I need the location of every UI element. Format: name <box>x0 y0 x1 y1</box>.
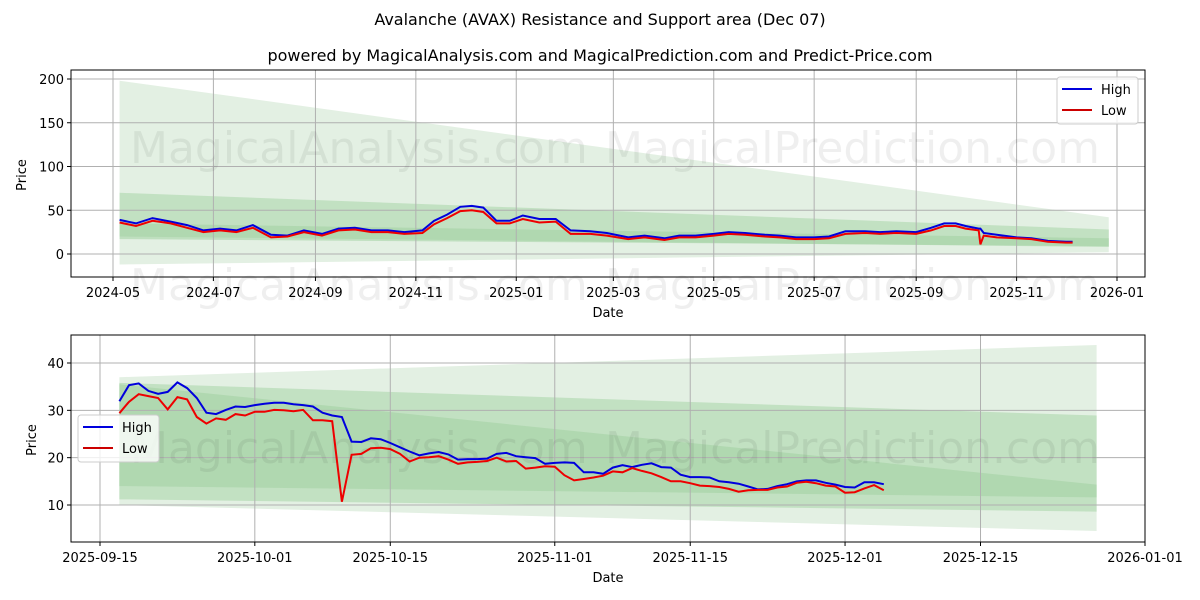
legend-high-label: High <box>122 421 152 436</box>
chart-subtitle: powered by MagicalAnalysis.com and Magic… <box>267 46 933 65</box>
top-chart-ticks: 0 50 100 150 200 2024-05 2024-07 2024-09 2024-11… <box>39 73 1144 301</box>
watermark-text: MagicalAnalysis.com <box>130 123 588 174</box>
x-tick-label: 2025-12-01 <box>807 551 883 566</box>
y-tick-label: 20 <box>47 452 64 467</box>
bottom-x-axis-label: Date <box>592 571 623 586</box>
top-chart-frame <box>70 69 1146 278</box>
x-tick-label: 2025-12-15 <box>943 551 1019 566</box>
x-tick-label: 2025-05 <box>687 286 741 301</box>
legend-low-label: Low <box>1101 104 1127 119</box>
x-tick-label: 2024-11 <box>389 286 443 301</box>
bottom-legend: High Low <box>77 414 160 463</box>
bottom-chart-ticks: 10 20 30 40 2025-09-15 2025-10-01 2025-10-15 20… <box>47 357 1182 566</box>
x-tick-label: 2025-09-15 <box>62 551 138 566</box>
bottom-chart-frame <box>70 334 1146 543</box>
y-tick-label: 0 <box>56 248 64 263</box>
top-chart: MagicalAnalysis.com MagicalPrediction.co… <box>15 69 1146 321</box>
legend-low-label: Low <box>122 442 148 457</box>
top-legend: High Low <box>1056 76 1139 125</box>
y-tick-label: 30 <box>47 404 64 419</box>
y-tick-label: 50 <box>47 204 64 219</box>
y-tick-label: 100 <box>39 161 64 176</box>
x-tick-label: 2025-10-15 <box>352 551 428 566</box>
x-tick-label: 2025-01 <box>489 286 543 301</box>
x-tick-label: 2025-11-01 <box>517 551 593 566</box>
bottom-chart-bands <box>119 345 1097 532</box>
x-tick-label: 2025-09 <box>889 286 943 301</box>
x-tick-label: 2026-01-01 <box>1107 551 1183 566</box>
bottom-chart: MagicalAnalysis.com MagicalPrediction.co… <box>25 334 1183 586</box>
x-tick-label: 2025-03 <box>586 286 640 301</box>
x-tick-label: 2024-09 <box>288 286 342 301</box>
x-tick-label: 2025-11-15 <box>652 551 728 566</box>
bottom-high-line <box>118 381 884 491</box>
x-tick-label: 2026-01 <box>1090 286 1144 301</box>
band-core <box>119 384 1097 498</box>
legend-high-label: High <box>1101 83 1131 98</box>
bottom-low-line <box>118 393 885 502</box>
watermark-text: MagicalPrediction.com <box>605 123 1100 174</box>
x-tick-label: 2025-07 <box>787 286 841 301</box>
watermark-text: MagicalAnalysis.com <box>130 260 588 311</box>
watermark-text: MagicalPrediction.com <box>605 260 1100 311</box>
top-chart-grid <box>71 70 1145 277</box>
y-tick-label: 200 <box>39 73 64 88</box>
y-tick-label: 40 <box>47 357 64 372</box>
top-x-axis-label: Date <box>592 306 623 321</box>
x-tick-label: 2025-11 <box>989 286 1043 301</box>
x-tick-label: 2024-05 <box>86 286 140 301</box>
x-tick-label: 2025-10-01 <box>217 551 293 566</box>
top-y-axis-label: Price <box>15 159 30 191</box>
watermark-text: MagicalAnalysis.com <box>130 423 588 474</box>
watermark-text: MagicalPrediction.com <box>605 423 1100 474</box>
top-low-line <box>119 209 1073 245</box>
chart-title: Avalanche (AVAX) Resistance and Support … <box>374 10 826 29</box>
top-high-line <box>119 204 1073 243</box>
bottom-y-axis-label: Price <box>25 424 40 456</box>
x-tick-label: 2024-07 <box>186 286 240 301</box>
y-tick-label: 150 <box>39 117 64 132</box>
y-tick-label: 10 <box>47 499 64 514</box>
